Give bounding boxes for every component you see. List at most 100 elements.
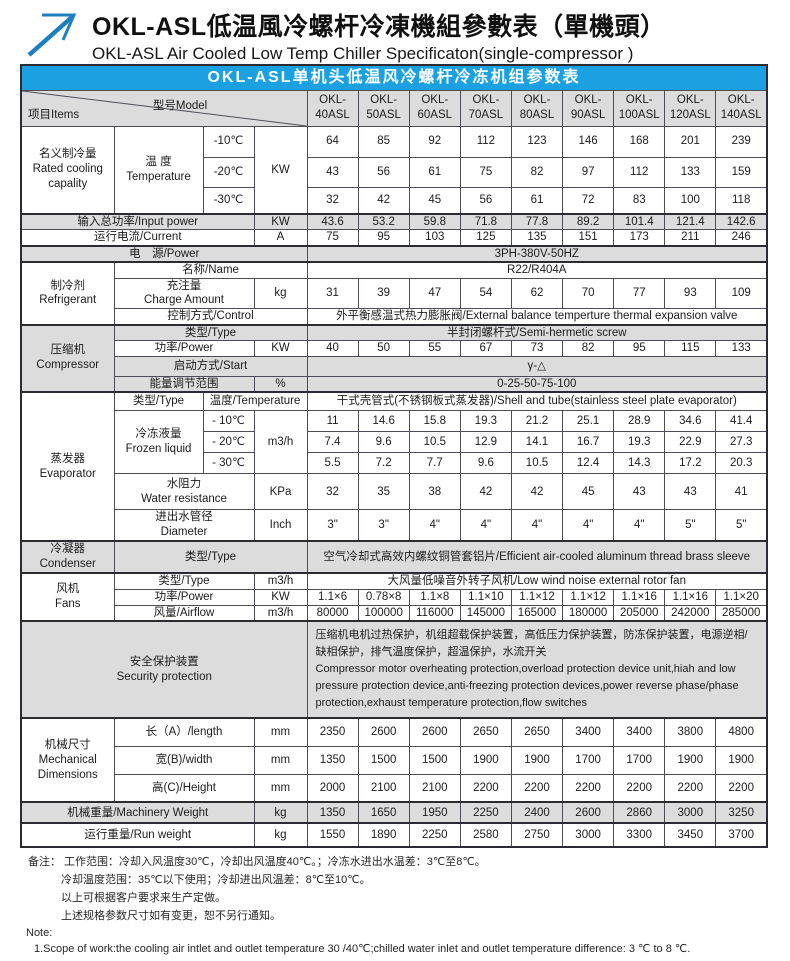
unit-cell: kg [253, 277, 308, 310]
value-cell: 1.1×8 [408, 588, 461, 606]
row-label-length: 长（A）/length [113, 717, 255, 747]
value-cell: 159 [715, 156, 768, 188]
value-cell: 42 [357, 186, 410, 215]
value-cell: 12.9 [459, 431, 512, 454]
spec-table: OKL-ASL单机头低温风冷螺杆冷冻机组参数表 项目Items 型号Model OKL… [20, 64, 768, 849]
value-cell: 34.6 [664, 410, 717, 433]
unit-cell: KW [253, 125, 308, 215]
row-label-power: 功率/Power [113, 588, 255, 606]
value-cell: 1350 [306, 801, 359, 824]
value-cell: 2600 [357, 717, 410, 747]
refrigerant-name-value: R22/R404A [306, 261, 768, 279]
value-cell: 3450 [664, 822, 717, 848]
temp-tick: -20℃ [202, 156, 255, 188]
value-cell: 12.4 [562, 452, 615, 475]
row-label-power-supply: 电 源/Power [20, 244, 308, 263]
value-cell: 180000 [562, 604, 615, 622]
row-label-current: 运行电流/Current [20, 229, 255, 247]
row-label-temp: 温度/Temperature [202, 390, 308, 412]
value-cell: 3700 [715, 822, 768, 848]
value-cell: 3400 [613, 717, 666, 747]
value-cell: 14.6 [357, 410, 410, 433]
power-supply-value: 3PH-380V-50HZ [306, 244, 768, 263]
value-cell: 3" [306, 509, 359, 542]
value-cell: 2350 [306, 717, 359, 747]
unit-cell: m3/h [253, 410, 308, 475]
value-cell: 2200 [715, 773, 768, 803]
page-title: OKL-ASL低温風冷螺杆冷凍機組參數表（單機頭） [92, 13, 666, 41]
value-cell: 9.6 [357, 431, 410, 454]
unit-cell: mm [253, 773, 308, 803]
value-cell: 2100 [408, 773, 461, 803]
label-condenser: 冷凝器 Condenser [20, 540, 115, 574]
value-cell: 1.1×6 [306, 588, 359, 606]
row-label-machinery-weight: 机械重量/Machinery Weight [20, 801, 255, 824]
value-cell: 2860 [613, 801, 666, 824]
value-cell: 67 [459, 340, 512, 357]
value-cell: 115 [664, 340, 717, 357]
value-cell: 25.1 [562, 410, 615, 433]
value-cell: 1900 [459, 745, 512, 775]
value-cell: 242000 [664, 604, 717, 622]
row-label-control: 控制方式/Control [113, 308, 308, 326]
label-refrigerant: 制冷剂 Refrigerant [20, 261, 115, 326]
row-label-water-resistance: 水阻力 Water resistance [113, 473, 255, 511]
value-cell: 201 [664, 125, 717, 158]
value-cell: 3250 [715, 801, 768, 824]
value-cell: 0.78×8 [357, 588, 410, 606]
value-cell: 41 [715, 473, 768, 511]
value-cell: 95 [357, 229, 410, 247]
row-label-type: 类型/Type [113, 390, 204, 412]
value-cell: 43 [306, 156, 359, 188]
row-label-run-weight: 运行重量/Run weight [20, 822, 255, 848]
unit-cell: KW [253, 340, 308, 357]
unit-cell: KPa [253, 473, 308, 511]
temp-tick: - 30℃ [202, 452, 255, 475]
value-cell: 1890 [357, 822, 410, 848]
value-cell: 32 [306, 186, 359, 215]
value-cell: 47 [408, 277, 461, 310]
value-cell: 2200 [664, 773, 717, 803]
value-cell: 1.1×12 [510, 588, 564, 606]
value-cell: 103 [408, 229, 461, 247]
value-cell: 4" [459, 509, 512, 542]
row-label-charge: 充注量 Charge Amount [113, 277, 255, 310]
value-cell: 43 [664, 473, 717, 511]
value-cell: 92 [408, 125, 461, 158]
value-cell: 173 [613, 229, 666, 247]
value-cell: 50 [357, 340, 410, 357]
value-cell: 101.4 [613, 213, 666, 231]
value-cell: 28.9 [613, 410, 666, 433]
compressor-type-value: 半封闭螺杆式/Semi-hermetic screw [306, 323, 768, 342]
row-label-type: 类型/Type [113, 540, 308, 574]
value-cell: 77.8 [510, 213, 564, 231]
value-cell: 77 [613, 277, 666, 310]
page-subtitle: OKL-ASL Air Cooled Low Temp Chiller Spec… [92, 44, 634, 63]
value-cell: 42 [459, 473, 512, 511]
value-cell: 1900 [510, 745, 564, 775]
value-cell: 11 [306, 410, 359, 433]
value-cell: 10.5 [408, 431, 461, 454]
value-cell: 1.1×10 [459, 588, 512, 606]
unit-cell: KW [253, 588, 308, 606]
label-fans: 风机 Fans [20, 572, 115, 622]
value-cell: 95 [613, 340, 666, 357]
value-cell: 80000 [306, 604, 359, 622]
value-cell: 1550 [306, 822, 359, 848]
unit-cell: % [253, 375, 308, 393]
value-cell: 22.9 [664, 431, 717, 454]
unit-cell: A [253, 229, 308, 247]
value-cell: 9.6 [459, 452, 512, 475]
unit-cell: KW [253, 213, 308, 231]
value-cell: 17.2 [664, 452, 717, 475]
value-cell: 43.6 [306, 213, 359, 231]
evaporator-type-value: 干式壳管式(不锈钢板式蒸发器)/Shell and tube(stainless… [306, 390, 768, 412]
model-header: OKL- 140ASL [715, 89, 768, 127]
label-mechanical-dimensions: 机械尺寸 Mechanical Dimensions [20, 717, 115, 803]
value-cell: 2650 [459, 717, 512, 747]
unit-cell: Inch [253, 509, 308, 542]
note-line: 以上可根据客户要求来生产定做。 [61, 891, 226, 904]
value-cell: 3000 [664, 801, 717, 824]
value-cell: 168 [613, 125, 666, 158]
value-cell: 121.4 [664, 213, 717, 231]
